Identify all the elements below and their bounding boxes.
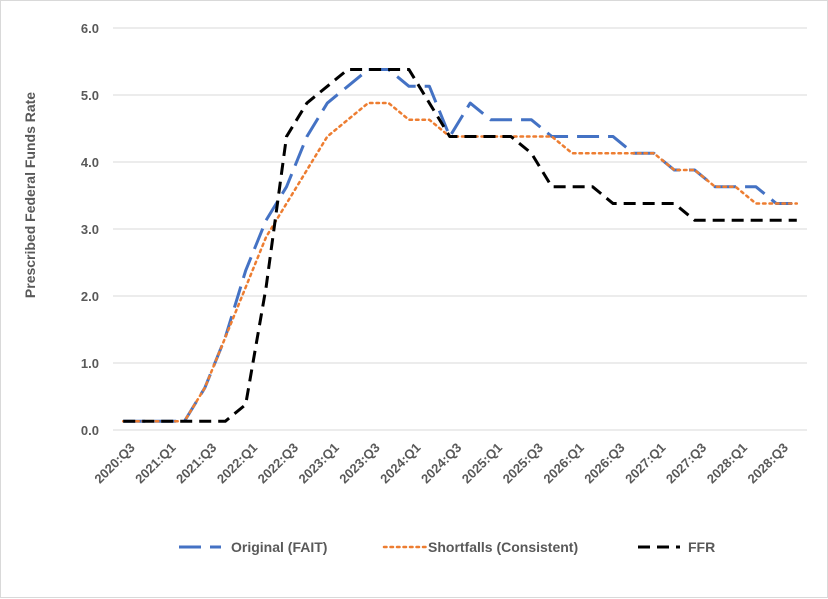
x-tick-label: 2021:Q3 (173, 440, 219, 486)
gridlines (113, 27, 807, 364)
x-tick-label: 2026:Q1 (540, 440, 586, 486)
legend-label: FFR (688, 539, 715, 555)
x-tick-label: 2028:Q3 (745, 440, 791, 486)
x-tick-label: 2027:Q3 (663, 440, 709, 486)
y-axis-title: Prescribed Federal Funds Rate (22, 92, 38, 298)
y-tick-label: 3.0 (81, 222, 99, 237)
series-line-2 (123, 68, 797, 423)
legend-label: Shortfalls (Consistent) (428, 539, 578, 555)
y-tick-label: 4.0 (81, 155, 99, 170)
y-tick-label: 6.0 (81, 21, 99, 36)
x-tick-label: 2024:Q3 (418, 440, 464, 486)
x-tick-label: 2027:Q1 (622, 440, 668, 486)
y-tick-label: 0.0 (81, 423, 99, 438)
x-tick-labels: 2020:Q32021:Q12021:Q32022:Q12022:Q32023:… (91, 440, 791, 486)
legend: Original (FAIT) Shortfalls (Consistent) FF… (179, 539, 715, 555)
y-tick-label: 1.0 (81, 356, 99, 371)
x-tick-label: 2020:Q3 (91, 440, 137, 486)
x-tick-label: 2022:Q1 (214, 440, 260, 486)
legend-label: Original (FAIT) (231, 539, 327, 555)
series-line-1 (121, 101, 799, 423)
x-tick-label: 2028:Q1 (704, 440, 750, 486)
x-tick-label: 2026:Q3 (581, 440, 627, 486)
y-tick-labels: 0.0 1.0 2.0 3.0 4.0 5.0 6.0 (81, 21, 99, 438)
y-tick-label: 2.0 (81, 289, 99, 304)
series-lines (121, 68, 799, 423)
x-tick-label: 2023:Q3 (336, 440, 382, 486)
y-tick-label: 5.0 (81, 88, 99, 103)
x-tick-label: 2021:Q1 (132, 440, 178, 486)
x-tick-label: 2025:Q3 (500, 440, 546, 486)
x-tick-label: 2023:Q1 (295, 440, 341, 486)
series-line-0 (123, 68, 797, 423)
x-tick-label: 2024:Q1 (377, 440, 423, 486)
x-tick-label: 2022:Q3 (255, 440, 301, 486)
x-tick-label: 2025:Q1 (459, 440, 505, 486)
